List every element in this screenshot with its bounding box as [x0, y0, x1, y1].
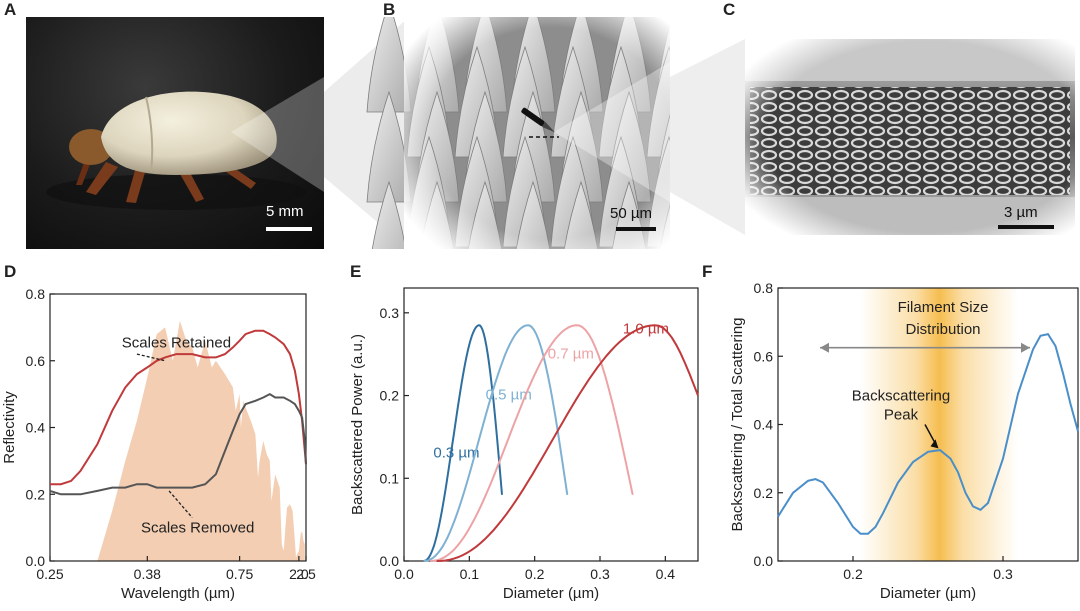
chart-d-x-tick-label: 2.5: [296, 566, 316, 582]
filament-illustration: [670, 39, 1075, 235]
chart-f-y-tick-label: 0.6: [754, 348, 774, 364]
chart-d-annotation: Scales Retained: [122, 334, 231, 351]
beetle-illustration: [46, 77, 324, 210]
scale-bar-b: [616, 227, 656, 231]
chart-d-reflectivity: 0.25 0.38 0.75 2.02.5 0.0 0.2 0.4 0.6 0.8 Wavelen…: [1, 286, 316, 602]
chart-d-y-tick-label: 0.8: [26, 286, 46, 302]
distribution-arrowhead: [820, 342, 829, 353]
chart-e-series-line: [430, 324, 634, 562]
scale-bar-label-c: 3 µm: [1004, 204, 1038, 221]
chart-e-series-label: 1.0 µm: [623, 321, 669, 338]
panel-letter-d: D: [4, 262, 17, 281]
chart-f-y-tick-label: 0.4: [754, 417, 774, 433]
chart-f-y-tick-label: 0.8: [754, 280, 774, 296]
scales-illustration: [324, 17, 670, 249]
chart-e-y-tick-label: 0.0: [380, 553, 400, 569]
chart-d-x-tick-label: 0.25: [36, 566, 63, 582]
chart-e-backscattered-power: 0.0 0.1 0.2 0.3 0.4 0.0 0.1 0.2 0.3 Diameter (µm)…: [349, 287, 699, 602]
chart-f-y-tick-label: 0.2: [754, 485, 774, 501]
distribution-arrowhead: [1021, 342, 1030, 353]
beetle-photo: 5 mm: [26, 17, 324, 249]
panel-letter-c: C: [723, 0, 736, 19]
chart-d-annotation-leader: [168, 490, 193, 519]
chart-f-x-tick-label: 0.2: [843, 566, 863, 582]
chart-d-x-tick-label: 0.75: [226, 566, 253, 582]
chart-d-annotation: Scales Removed: [141, 520, 254, 537]
chart-f-x-tick-label: 0.3: [993, 566, 1013, 582]
chart-e-series-label: 0.3 µm: [433, 445, 479, 462]
chart-d-y-tick-label: 0.0: [26, 553, 46, 569]
chart-f-y-axis-label: Backscattering / Total Scattering: [729, 318, 746, 532]
chart-e-series-line: [423, 324, 569, 562]
filament-size-band: [860, 288, 1018, 561]
chart-e-plot-frame: [403, 287, 699, 562]
chart-d-series-line: [49, 392, 307, 496]
chart-e-series-line: [423, 324, 503, 562]
chart-e-x-tick-label: 0.4: [656, 566, 676, 582]
chart-e-x-tick-label: 0.1: [460, 566, 480, 582]
chart-d-x-axis-label: Wavelength (µm): [121, 585, 235, 602]
chart-f-annotation: Distribution: [905, 321, 980, 338]
chart-e-x-tick-label: 0.3: [590, 566, 610, 582]
chart-f-series-line: [777, 332, 1079, 535]
chart-e-y-axis-label: Backscattered Power (a.u.): [349, 334, 366, 515]
chart-f-y-tick-label: 0.0: [754, 553, 774, 569]
scale-bar-label-b: 50 µm: [610, 205, 652, 222]
filament-sem-image: 3 µm: [670, 17, 1080, 249]
chart-d-series-line: [50, 329, 307, 486]
chart-d-x-tick-label: 2.0: [289, 566, 309, 582]
scale-bar-label-a: 5 mm: [266, 203, 304, 220]
chart-d-x-tick-label: 0.38: [134, 566, 161, 582]
chart-e-y-tick-label: 0.2: [380, 388, 400, 404]
solar-spectrum-area: [97, 320, 305, 561]
scale-bar-a: [266, 227, 312, 231]
chart-f-annotation: Peak: [884, 406, 919, 423]
panel-letter-b: B: [383, 0, 396, 19]
scale-bar-c: [998, 225, 1054, 229]
chart-e-x-tick-label: 0.0: [394, 566, 414, 582]
chart-e-series-line: [436, 324, 699, 562]
panel-letter-a: A: [4, 0, 17, 19]
peak-pointer-head: [930, 439, 939, 449]
chart-d-y-axis-label: Reflectivity: [1, 391, 18, 464]
chart-f-x-axis-label: Diameter (µm): [880, 585, 976, 602]
chart-e-series-label: 0.5 µm: [486, 387, 532, 404]
chart-e-x-axis-label: Diameter (µm): [503, 585, 599, 602]
panel-letter-e: E: [350, 262, 362, 281]
chart-f-annotation: Backscattering: [852, 388, 950, 405]
scales-sem-image: 50 µm: [324, 17, 670, 249]
chart-e-y-tick-label: 0.1: [380, 470, 400, 486]
chart-e-x-tick-label: 0.2: [525, 566, 545, 582]
chart-d-y-tick-label: 0.4: [26, 420, 46, 436]
chart-f-backscattering-ratio: 0.2 0.3 0.0 0.2 0.4 0.6 0.8 Diameter (µm) Backsc…: [729, 280, 1079, 602]
scale-shape: [371, 180, 407, 249]
panel-letter-f: F: [702, 262, 713, 281]
chart-f-annotation: Filament Size: [898, 299, 989, 316]
chart-e-y-tick-label: 0.3: [380, 305, 400, 321]
chart-d-y-tick-label: 0.2: [26, 486, 46, 502]
chart-e-series-label: 0.7 µm: [548, 345, 594, 362]
chart-d-y-tick-label: 0.6: [26, 353, 46, 369]
